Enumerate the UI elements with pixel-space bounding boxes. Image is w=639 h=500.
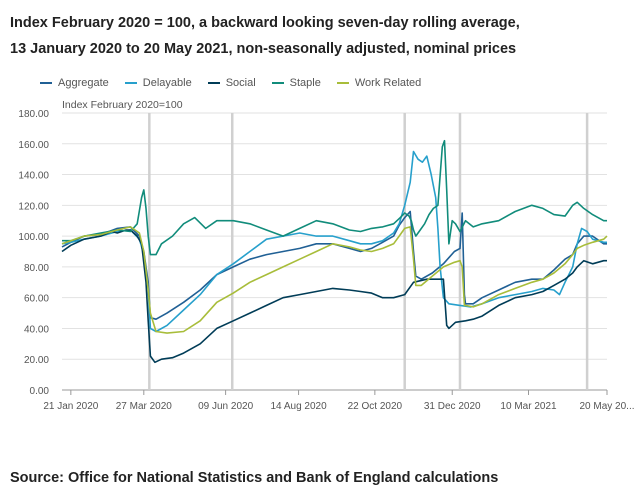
- legend-item-aggregate[interactable]: Aggregate: [40, 76, 109, 90]
- legend-swatch-delayable: [124, 82, 137, 84]
- chart-series-lines: [61, 139, 608, 364]
- line-chart: Index February 2020=100 0.00 20.00 40.00 60…: [18, 99, 635, 412]
- series-line-staple: [62, 139, 607, 256]
- y-tick-label: 80.00: [24, 263, 49, 274]
- legend-label-aggregate: Aggregate: [58, 77, 109, 89]
- x-tick-label: 27 Mar 2020: [116, 401, 173, 412]
- legend-swatch-social: [207, 82, 220, 84]
- legend-swatch-work-related: [336, 82, 349, 84]
- legend-item-work-related[interactable]: Work Related: [336, 76, 422, 90]
- series-line-delayable: [61, 150, 607, 333]
- y-axis-label: Index February 2020=100: [62, 99, 183, 111]
- y-tick-label: 0.00: [30, 386, 50, 397]
- series-line-work-related: [61, 226, 608, 334]
- y-axis-ticks: 0.00 20.00 40.00 60.00 80.00 100.00 120.00 140.…: [18, 109, 49, 397]
- legend-swatch-aggregate: [40, 82, 52, 84]
- legend-swatch-staple: [271, 82, 284, 84]
- x-tick-label: 31 Dec 2020: [424, 401, 481, 412]
- legend-label-delayable: Delayable: [142, 77, 192, 89]
- y-tick-label: 180.00: [18, 109, 49, 120]
- legend-item-social[interactable]: Social: [207, 76, 256, 90]
- x-tick-label: 22 Oct 2020: [348, 401, 403, 412]
- x-axis-ticks: 21 Jan 2020 27 Mar 2020 09 Jun 2020 14 Aug …: [43, 390, 635, 412]
- chart-title: Index February 2020 = 100, a backward lo…: [10, 10, 520, 62]
- legend-item-delayable[interactable]: Delayable: [124, 76, 192, 90]
- y-tick-label: 60.00: [24, 294, 49, 305]
- legend-label-staple: Staple: [289, 77, 321, 89]
- y-tick-label: 20.00: [24, 355, 49, 366]
- x-tick-label: 09 Jun 2020: [198, 401, 253, 412]
- chart-gridlines: [62, 112, 607, 391]
- y-tick-label: 160.00: [18, 140, 49, 151]
- legend-label-social: Social: [225, 77, 256, 89]
- x-tick-label: 14 Aug 2020: [270, 401, 327, 412]
- chart-legend: Aggregate Delayable Social Staple Work R…: [40, 76, 421, 90]
- legend-label-work-related: Work Related: [354, 77, 422, 89]
- y-tick-label: 120.00: [18, 201, 49, 212]
- x-tick-label: 21 Jan 2020: [43, 401, 98, 412]
- x-tick-label: 20 May 20...: [579, 401, 634, 412]
- legend-item-staple[interactable]: Staple: [271, 76, 321, 90]
- source-note: Source: Office for National Statistics a…: [10, 470, 499, 486]
- y-tick-label: 140.00: [18, 171, 49, 182]
- chart-title-line-2: 13 January 2020 to 20 May 2021, non-seas…: [10, 41, 517, 57]
- y-tick-label: 100.00: [18, 232, 49, 243]
- y-tick-label: 40.00: [24, 324, 49, 335]
- chart-title-line-1: Index February 2020 = 100, a backward lo…: [10, 15, 520, 31]
- x-tick-label: 10 Mar 2021: [500, 401, 557, 412]
